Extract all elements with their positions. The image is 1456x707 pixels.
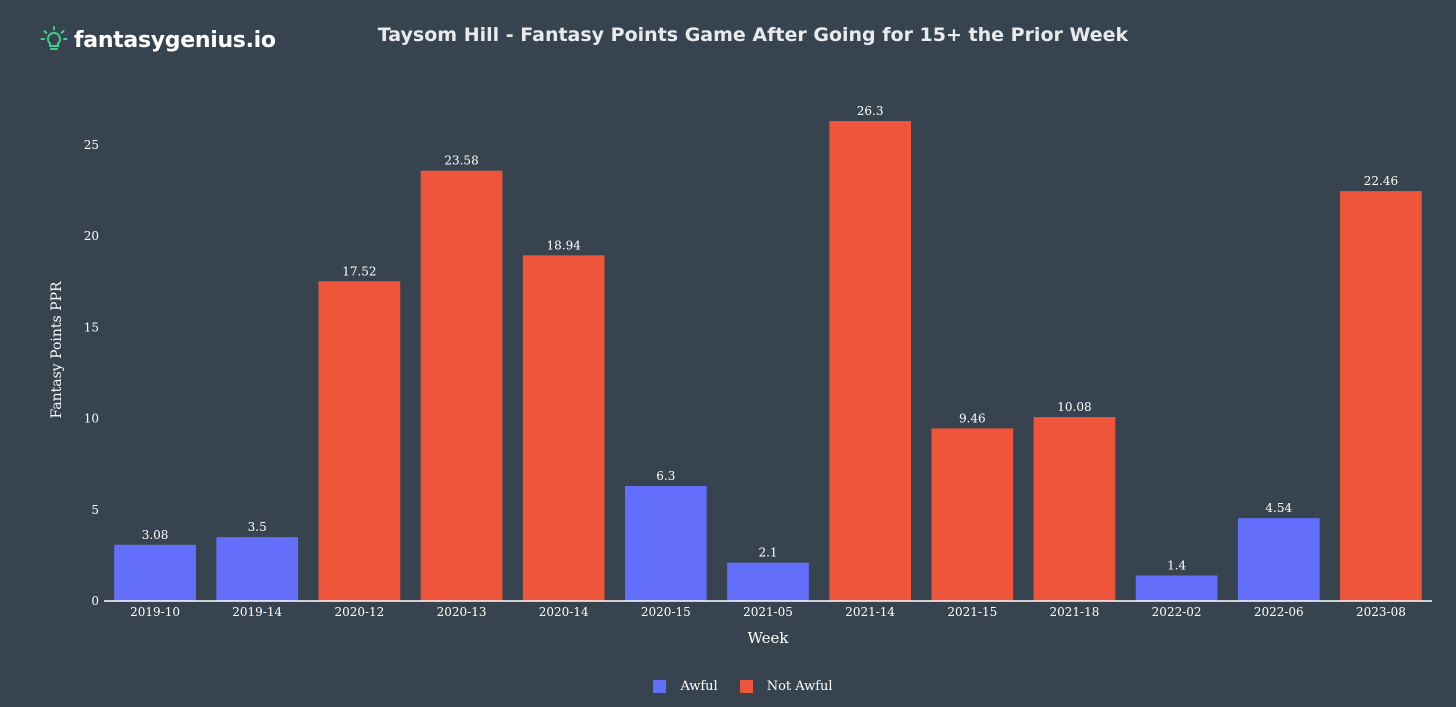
legend-swatch-not-awful (739, 680, 753, 693)
bar-value-label: 9.46 (959, 411, 986, 425)
brand-logo: fantasygenius.io (40, 26, 276, 54)
legend-label-not-awful: Not Awful (766, 679, 833, 694)
y-axis-title: Fantasy Points PPR (49, 281, 65, 419)
bar-value-label: 3.5 (248, 520, 267, 534)
bar-2021-05[interactable] (727, 562, 809, 601)
x-tick-label: 2021-18 (1050, 605, 1100, 619)
bar-value-label: 2.1 (758, 546, 777, 560)
legend-label-awful: Awful (680, 679, 718, 694)
x-tick-label: 2020-12 (334, 605, 384, 619)
legend-item-not-awful[interactable]: Not Awful (739, 679, 833, 694)
bar-2023-08[interactable] (1340, 191, 1422, 602)
lightbulb-icon (40, 26, 68, 50)
bar-2020-14[interactable] (522, 255, 605, 601)
bar-2021-18[interactable] (1033, 417, 1116, 601)
y-tick-label: 10 (84, 412, 99, 426)
chart-title: Taysom Hill - Fantasy Points Game After … (377, 24, 1129, 46)
x-tick-label: 2021-05 (743, 605, 793, 619)
bar-value-label: 18.94 (547, 238, 582, 252)
x-axis-title: Week (747, 629, 789, 647)
bar-2020-12[interactable] (318, 281, 401, 601)
x-tick-label: 2020-15 (641, 605, 691, 619)
x-tick-label: 2022-02 (1152, 605, 1202, 619)
bar-2021-15[interactable] (931, 428, 1014, 601)
y-tick-label: 20 (84, 229, 99, 243)
bar-value-label: 10.08 (1057, 400, 1091, 414)
bar-value-label: 6.3 (656, 469, 675, 483)
x-tick-label: 2023-08 (1356, 605, 1406, 619)
bar-2019-14[interactable] (216, 537, 299, 601)
x-tick-label: 2019-10 (130, 605, 180, 619)
bar-value-label: 17.52 (342, 264, 376, 278)
x-tick-label: 2021-14 (845, 605, 895, 619)
bar-2020-13[interactable] (420, 170, 503, 602)
chart-legend: Awful Not Awful (0, 679, 1456, 694)
y-tick-label: 0 (91, 594, 99, 608)
y-tick-label: 15 (84, 320, 99, 334)
bar-2019-10[interactable] (114, 544, 196, 601)
x-tick-label: 2020-13 (437, 605, 487, 619)
bar-value-label: 3.08 (142, 528, 169, 542)
legend-item-awful[interactable]: Awful (653, 679, 718, 694)
bar-value-label: 26.3 (857, 104, 884, 118)
x-tick-label: 2021-15 (947, 605, 997, 619)
bar-2021-14[interactable] (829, 121, 912, 602)
y-tick-label: 5 (91, 503, 99, 517)
legend-swatch-awful (653, 680, 667, 693)
x-tick-label: 2020-14 (539, 605, 589, 619)
bar-value-label: 4.54 (1265, 501, 1292, 515)
x-tick-label: 2022-06 (1254, 605, 1304, 619)
bar-2022-02[interactable] (1135, 575, 1218, 601)
bar-2022-06[interactable] (1237, 518, 1320, 601)
brand-name: fantasygenius.io (74, 27, 276, 53)
x-tick-label: 2019-14 (232, 605, 282, 619)
y-tick-label: 25 (84, 138, 99, 152)
bar-value-label: 22.46 (1364, 174, 1398, 188)
bar-2020-15[interactable] (624, 486, 707, 601)
bar-value-label: 23.58 (444, 154, 478, 168)
bar-value-label: 1.4 (1167, 558, 1186, 572)
